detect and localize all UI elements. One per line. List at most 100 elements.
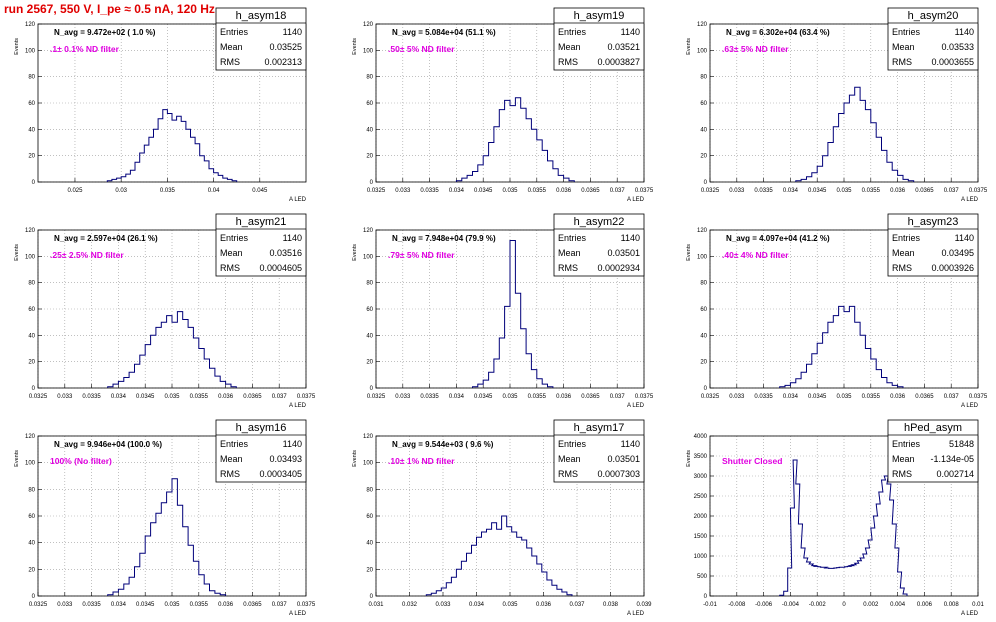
x-tick-label: 0.0325	[701, 394, 720, 400]
histogram-panel-h_asym18: 0.025 0.03 0.035 0.04 0.045 0 20 40 60 80 100 120 Ev…	[14, 7, 307, 203]
y-tick-label: 120	[25, 22, 36, 28]
y-axis-label: Events	[14, 244, 20, 261]
filter-annotation: .40± 4% ND filter	[722, 250, 789, 260]
y-tick-label: 80	[28, 281, 35, 287]
x-tick-label: -0.004	[782, 602, 800, 608]
y-tick-label: 0	[704, 180, 708, 186]
x-tick-label: 0.037	[944, 394, 960, 400]
y-tick-label: 40	[28, 333, 35, 339]
histogram-series-h_asym22	[472, 240, 554, 388]
x-tick-label: 0.037	[610, 394, 626, 400]
x-tick-label: 0.006	[917, 602, 933, 608]
x-tick-label: 0.033	[57, 394, 73, 400]
histogram-name: h_asym17	[574, 422, 625, 434]
x-tick-label: 0.037	[569, 602, 585, 608]
stats-label-mean: Mean	[892, 42, 915, 52]
x-tick-label: 0.031	[368, 602, 384, 608]
stats-label-entries: Entries	[558, 27, 587, 37]
x-tick-label: 0.0375	[297, 394, 316, 400]
y-tick-label: 40	[28, 127, 35, 133]
stats-label-entries: Entries	[892, 233, 921, 243]
x-tick-label: 0.036	[890, 188, 906, 194]
n-avg-label: N_avg = 7.948e+04 (79.9 %)	[392, 234, 496, 243]
stats-label-rms: RMS	[220, 57, 240, 67]
stats-box	[215, 7, 307, 71]
x-axis-label: A LED	[289, 197, 307, 203]
x-tick-label: 0.033	[435, 602, 451, 608]
x-tick-label: 0.037	[272, 602, 288, 608]
x-tick-label: 0.0345	[808, 394, 827, 400]
stats-value-entries: 1140	[955, 27, 974, 37]
stats-box	[887, 213, 979, 277]
y-tick-label: 100	[363, 254, 374, 260]
x-tick-label: 0.0365	[581, 188, 600, 194]
x-tick-label: 0.033	[729, 188, 745, 194]
histogram-series-h_asym20	[795, 86, 915, 182]
plot-frame	[375, 435, 645, 597]
histogram-series-h_asym16	[107, 478, 227, 596]
x-tick-label: 0.034	[449, 188, 465, 194]
x-tick-label: 0.035	[164, 602, 180, 608]
y-tick-label: 500	[697, 574, 708, 580]
y-tick-label: 80	[700, 75, 707, 81]
x-tick-label: 0.033	[395, 188, 411, 194]
x-tick-label: 0.025	[67, 188, 83, 194]
stats-label-rms: RMS	[220, 263, 240, 273]
y-tick-label: 40	[28, 541, 35, 547]
stats-label-rms: RMS	[892, 263, 912, 273]
x-tick-label: 0.0355	[190, 394, 209, 400]
y-tick-label: 80	[366, 487, 373, 493]
histogram-panel-h_asym17: 0.031 0.032 0.033 0.034 0.035 0.036 0.037 0.038…	[352, 419, 652, 617]
y-tick-label: 20	[700, 154, 707, 160]
stats-label-entries: Entries	[892, 27, 921, 37]
x-axis-label: A LED	[961, 403, 979, 409]
x-tick-label: 0.034	[111, 394, 127, 400]
x-tick-label: 0.0375	[635, 188, 654, 194]
y-tick-label: 60	[28, 307, 35, 313]
stats-label-mean: Mean	[220, 454, 243, 464]
x-tick-label: 0.0375	[969, 188, 988, 194]
filter-annotation: .25± 2.5% ND filter	[50, 250, 124, 260]
x-tick-label: 0.035	[836, 188, 852, 194]
x-tick-label: 0.035	[502, 602, 518, 608]
y-tick-label: 100	[25, 461, 36, 467]
x-axis-label: A LED	[289, 403, 307, 409]
x-tick-label: 0.0375	[635, 394, 654, 400]
histogram-series-h_asym19	[455, 97, 575, 182]
y-tick-label: 60	[700, 101, 707, 107]
stats-value-rms: 0.0003926	[931, 263, 974, 273]
stats-value-entries: 1140	[621, 439, 640, 449]
x-tick-label: -0.002	[809, 602, 827, 608]
y-tick-label: 60	[700, 307, 707, 313]
n-avg-label: N_avg = 5.084e+04 (51.1 %)	[392, 28, 496, 37]
x-tick-label: 0.0355	[528, 394, 547, 400]
y-tick-label: 60	[366, 307, 373, 313]
plot-frame	[375, 23, 645, 183]
x-tick-label: 0.0365	[243, 394, 262, 400]
x-tick-label: 0.0375	[297, 602, 316, 608]
stats-value-mean: 0.03516	[269, 248, 302, 258]
y-tick-label: 80	[28, 75, 35, 81]
stats-value-mean: 0.03493	[269, 454, 302, 464]
x-tick-label: 0.037	[272, 394, 288, 400]
filter-annotation: Shutter Closed	[722, 456, 782, 466]
x-tick-label: 0.0325	[701, 188, 720, 194]
plot-frame	[709, 23, 979, 183]
x-tick-label: 0.0345	[808, 188, 827, 194]
stats-box	[887, 419, 979, 483]
x-tick-label: 0.01	[972, 602, 984, 608]
x-axis-label: A LED	[627, 197, 645, 203]
histogram-panel-h_asym19: 0.0325 0.033 0.0335 0.034 0.0345 0.035 0.0355 0…	[352, 7, 654, 203]
histogram-series-hPed_asym	[779, 459, 908, 596]
stats-box	[887, 7, 979, 71]
x-tick-label: 0.036	[556, 394, 572, 400]
y-tick-label: 0	[370, 386, 374, 392]
plot-frame	[37, 229, 307, 389]
stats-value-rms: 0.002313	[264, 57, 302, 67]
x-tick-label: 0.0335	[754, 394, 773, 400]
histogram-series-h_asym23	[779, 305, 904, 388]
n-avg-label: N_avg = 9.472e+02 ( 1.0 %)	[54, 28, 156, 37]
x-tick-label: 0.037	[944, 188, 960, 194]
histogram-name: h_asym20	[908, 10, 959, 22]
stats-box	[553, 419, 645, 483]
